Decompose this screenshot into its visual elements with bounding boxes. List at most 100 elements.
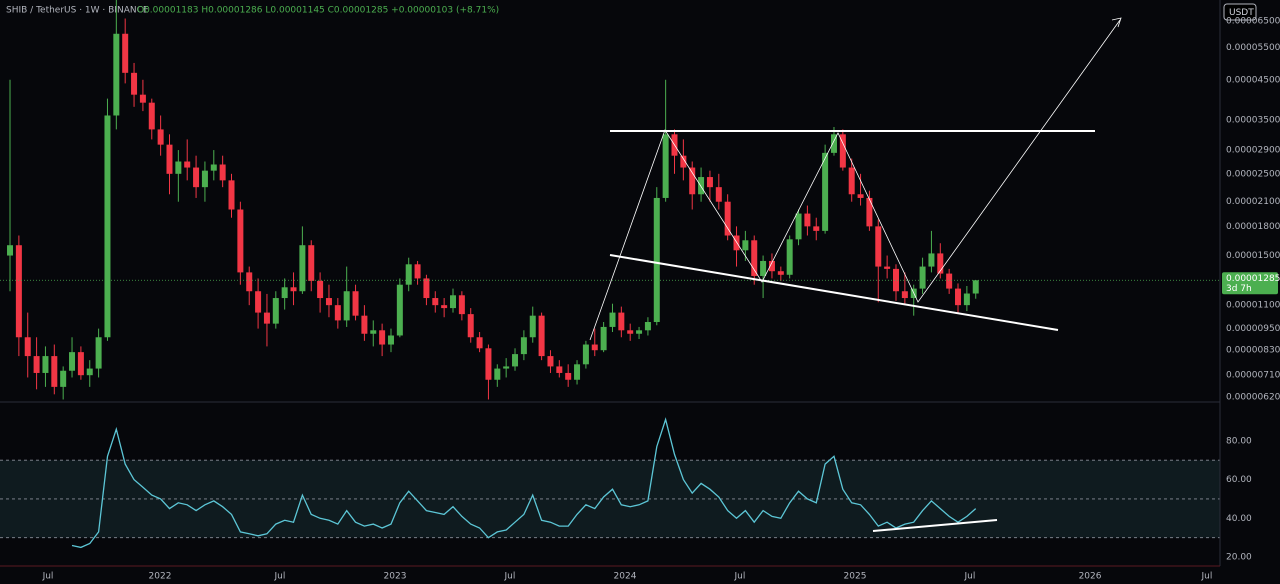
candle-body bbox=[538, 315, 545, 357]
last-price-label: 0.00001285 bbox=[1226, 274, 1280, 284]
candle-body bbox=[343, 291, 350, 321]
x-tick-label: 2022 bbox=[149, 572, 172, 582]
y-tick-label: 0.00002500 bbox=[1226, 169, 1280, 179]
candle-body bbox=[86, 368, 93, 376]
candle-body bbox=[485, 348, 492, 380]
candle-body bbox=[281, 287, 288, 299]
y-tick-label: 0.00003500 bbox=[1226, 115, 1280, 125]
candle-body bbox=[237, 209, 244, 273]
x-tick-label: Jul bbox=[274, 572, 286, 582]
ohlc-readout: O0.00001183 H0.00001286 L0.00001145 C0.0… bbox=[137, 6, 499, 16]
y-tick-label: 0.00006500 bbox=[1226, 16, 1280, 26]
candle-body bbox=[919, 266, 926, 289]
candle-body bbox=[175, 161, 182, 174]
candle-body bbox=[795, 213, 802, 240]
candle-body bbox=[33, 356, 40, 373]
candle-body bbox=[51, 356, 58, 387]
candle-body bbox=[42, 356, 49, 373]
candle-body bbox=[892, 268, 899, 292]
candle-body bbox=[636, 330, 643, 334]
candle-body bbox=[529, 315, 536, 338]
candle-body bbox=[768, 260, 775, 272]
candle-body bbox=[69, 352, 76, 371]
candle-body bbox=[290, 287, 297, 292]
candle-body bbox=[830, 134, 837, 153]
arrow-head bbox=[1111, 17, 1122, 28]
candle-body bbox=[379, 330, 386, 345]
candle-body bbox=[822, 152, 829, 231]
candle-body bbox=[706, 177, 713, 188]
candle-body bbox=[272, 298, 279, 324]
candle-body bbox=[733, 235, 740, 251]
candle-body bbox=[228, 180, 235, 210]
drawings bbox=[589, 17, 1122, 532]
candle-body bbox=[813, 226, 820, 231]
candle-body bbox=[627, 330, 634, 334]
candle-body bbox=[193, 167, 200, 188]
candle-body bbox=[246, 272, 253, 292]
candle-body bbox=[308, 245, 315, 281]
currency-button[interactable] bbox=[1223, 3, 1257, 21]
y-tick-label: 0.00005500 bbox=[1226, 43, 1280, 53]
candle-body bbox=[95, 337, 102, 369]
candle-body bbox=[582, 344, 589, 365]
candle-body bbox=[219, 164, 226, 181]
y-tick-label: 0.00000620 bbox=[1226, 392, 1280, 402]
candle-body bbox=[503, 366, 510, 369]
candle-body bbox=[884, 266, 891, 269]
x-tick-label: Jul bbox=[42, 572, 54, 582]
currency-button-label[interactable]: USDT bbox=[1229, 8, 1254, 18]
y-tick-label: 0.00001800 bbox=[1226, 222, 1280, 232]
candle-body bbox=[591, 344, 598, 351]
y-tick-label: 40.00 bbox=[1226, 514, 1252, 524]
candle-body bbox=[405, 264, 412, 285]
candle-body bbox=[263, 312, 270, 324]
candle-body bbox=[210, 164, 217, 171]
countdown-label: 3d 7h bbox=[1226, 284, 1252, 294]
y-tick-label: 0.00002100 bbox=[1226, 197, 1280, 207]
candle-body bbox=[565, 372, 572, 380]
candle-body bbox=[689, 167, 696, 195]
candle-body bbox=[946, 273, 953, 289]
candle-body bbox=[547, 356, 554, 367]
candle-body bbox=[715, 187, 722, 202]
support-trendline bbox=[609, 254, 1059, 331]
pattern-path bbox=[589, 19, 1121, 341]
candle-body bbox=[77, 352, 84, 376]
y-tick-label: 0.00002900 bbox=[1226, 146, 1280, 156]
plot-area bbox=[0, 0, 1220, 549]
candle-body bbox=[963, 293, 970, 306]
candle-body bbox=[334, 305, 341, 321]
candle-body bbox=[148, 102, 155, 130]
rsi-line bbox=[71, 417, 977, 549]
candle-body bbox=[760, 260, 767, 276]
candle-body bbox=[662, 134, 669, 198]
candle-body bbox=[972, 280, 979, 294]
candle-body bbox=[955, 288, 962, 306]
candle-body bbox=[396, 284, 403, 336]
candle-body bbox=[325, 298, 332, 306]
candle-body bbox=[653, 197, 660, 323]
y-tick-label: 0.00004500 bbox=[1226, 75, 1280, 85]
candle-body bbox=[937, 253, 944, 274]
candle-body bbox=[131, 72, 138, 95]
y-tick-label: 0.00000710 bbox=[1226, 371, 1280, 381]
candle-body bbox=[848, 167, 855, 195]
candle-body bbox=[370, 330, 377, 334]
rsi-trendline bbox=[872, 519, 998, 532]
candle-body bbox=[113, 33, 120, 116]
candle-body bbox=[476, 337, 483, 349]
candle-body bbox=[600, 326, 607, 351]
y-tick-label: 0.00000830 bbox=[1226, 346, 1280, 356]
x-tick-label: 2023 bbox=[384, 572, 407, 582]
candle-body bbox=[157, 129, 164, 145]
candle-body bbox=[24, 337, 31, 357]
x-tick-label: 2025 bbox=[844, 572, 867, 582]
x-tick-label: 2026 bbox=[1079, 572, 1102, 582]
candle-body bbox=[414, 264, 421, 279]
candle-body bbox=[317, 280, 324, 299]
x-tick-label: Jul bbox=[504, 572, 516, 582]
candle-body bbox=[751, 240, 758, 276]
candle-body bbox=[901, 291, 908, 299]
